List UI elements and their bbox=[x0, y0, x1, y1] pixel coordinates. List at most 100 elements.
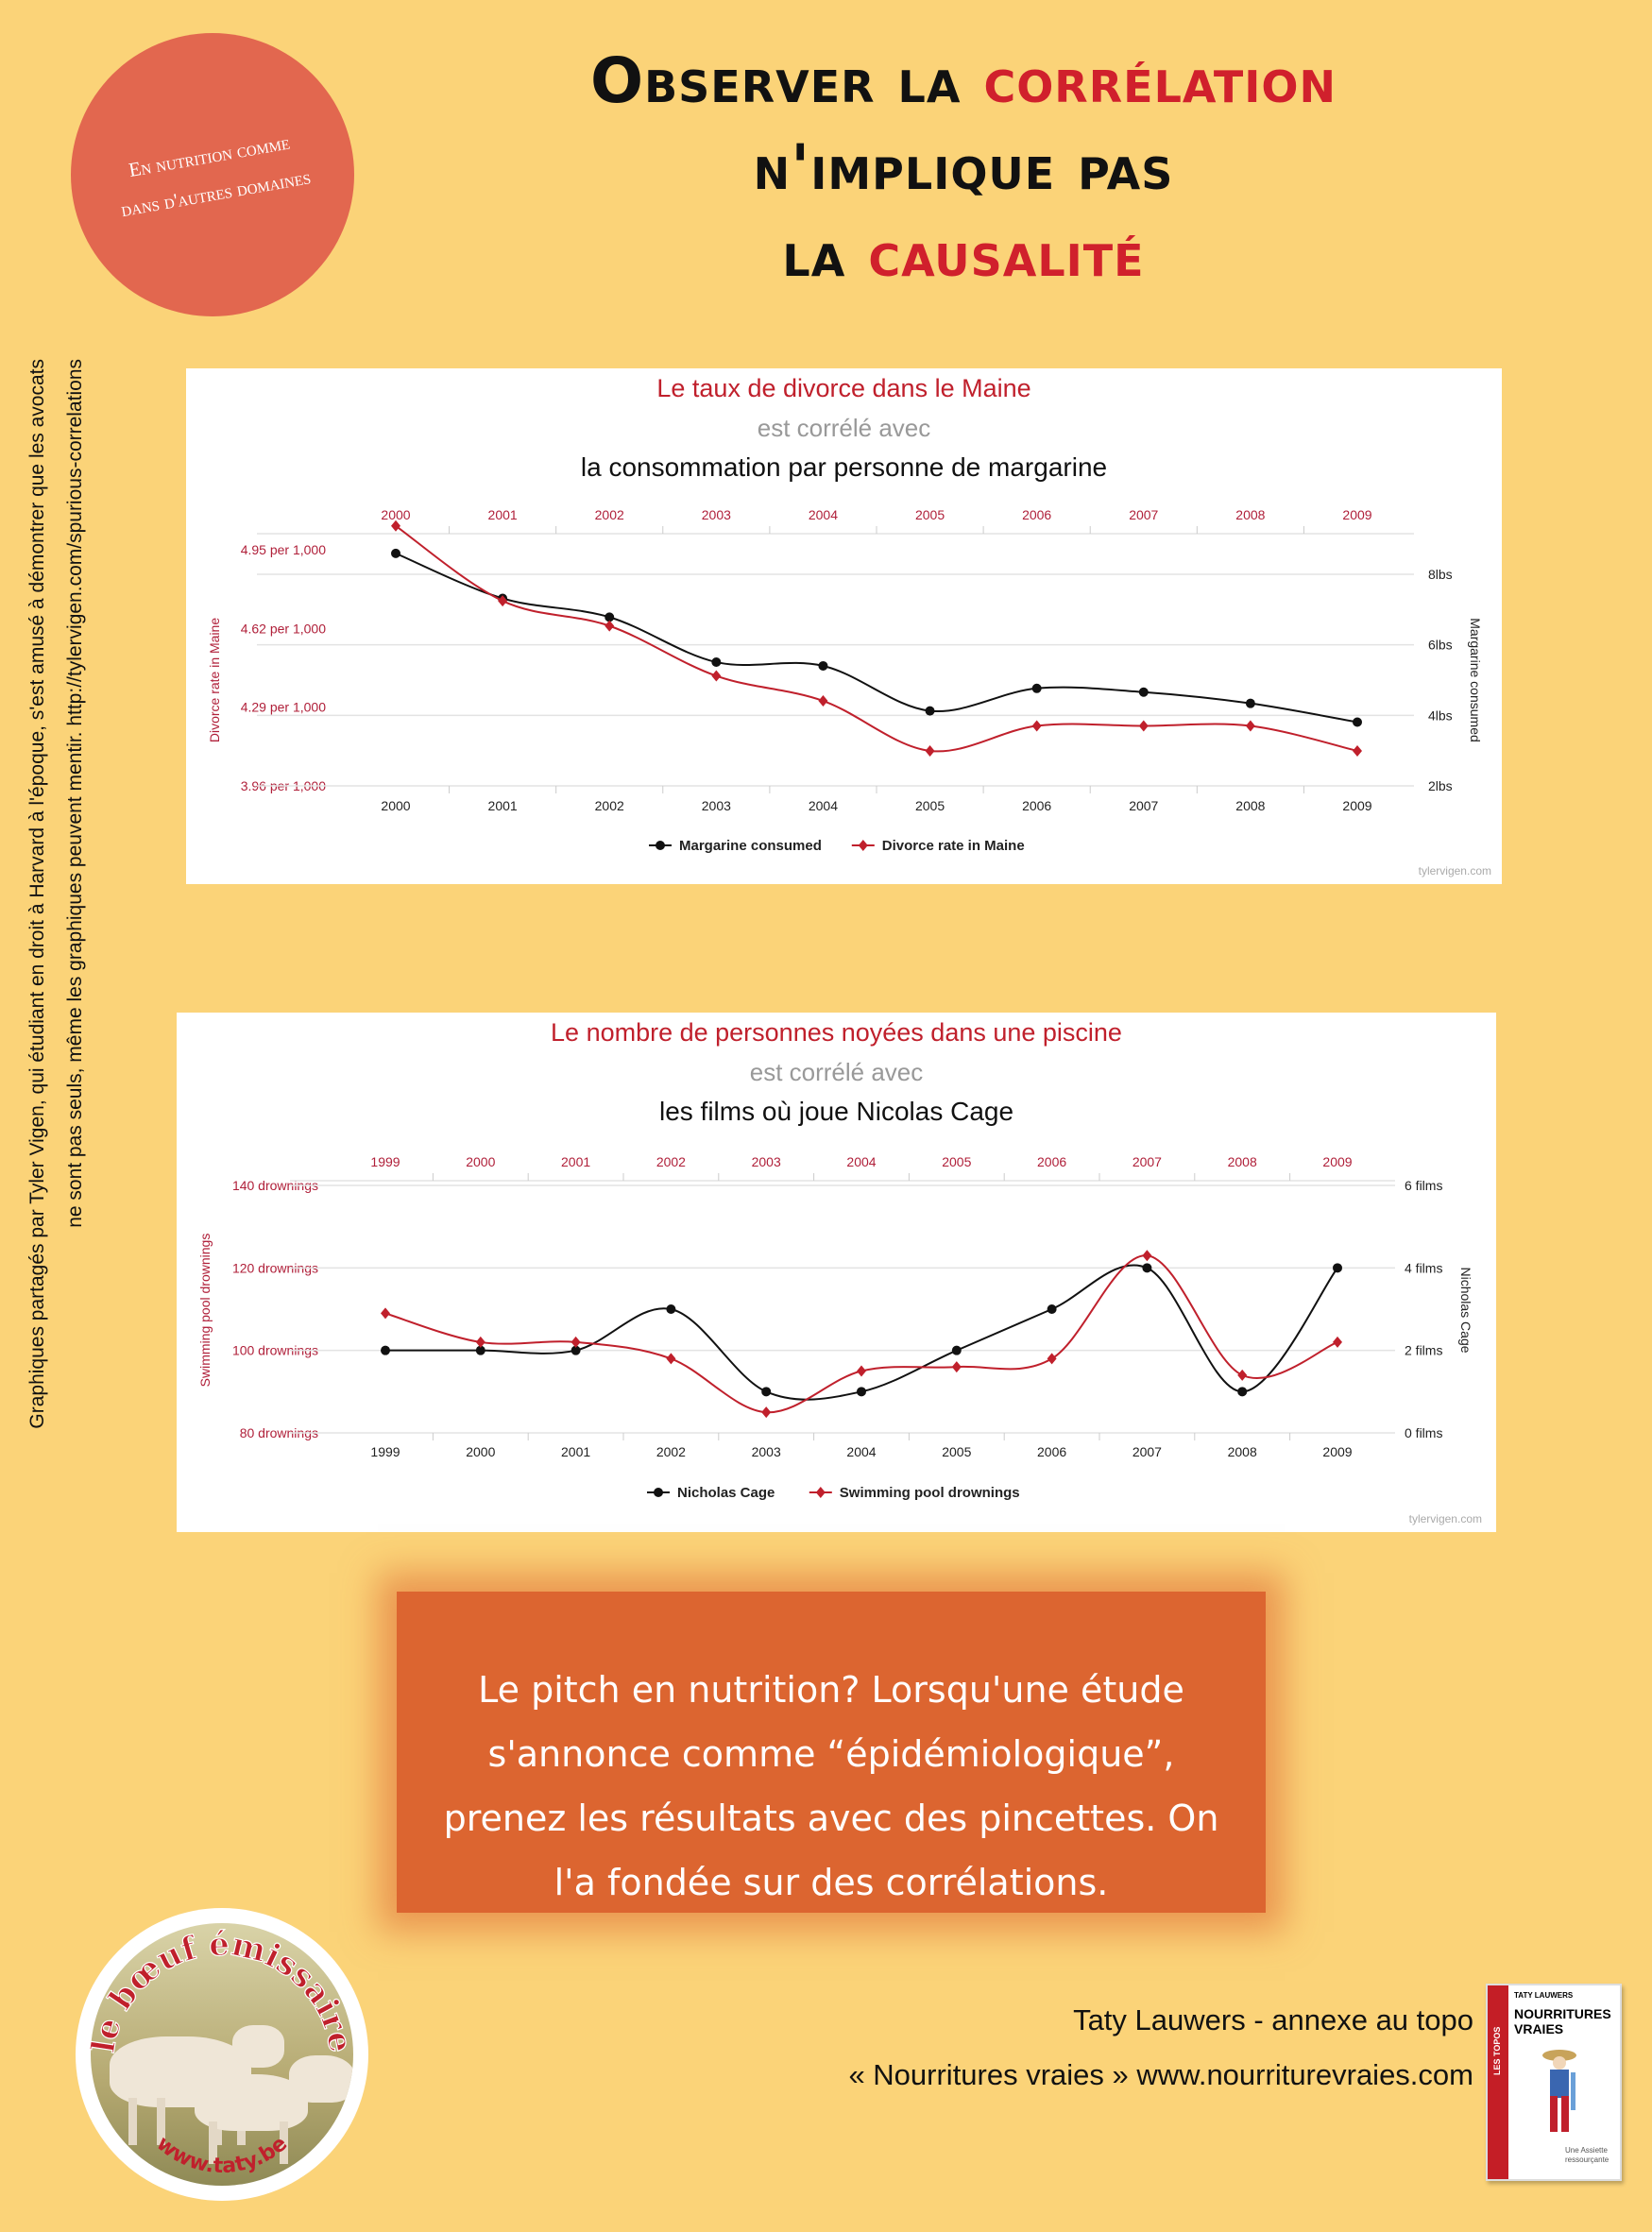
data-point bbox=[1031, 720, 1042, 732]
chart-divorce-margarine: Le taux de divorce dans le Maine est cor… bbox=[186, 368, 1502, 884]
chart1-plot: 4.95 per 1,000 4.62 per 1,000 4.29 per 1,0… bbox=[207, 507, 1491, 877]
legend-label: Divorce rate in Maine bbox=[882, 838, 1025, 854]
top-x-label: 2007 bbox=[1133, 1154, 1162, 1169]
data-point bbox=[711, 657, 722, 667]
data-point bbox=[666, 1304, 676, 1314]
badge-text: En nutrition comme dans d'autres domaine… bbox=[66, 113, 358, 237]
data-point bbox=[951, 1361, 962, 1373]
top-x-label: 2008 bbox=[1235, 507, 1265, 522]
data-point bbox=[666, 1353, 676, 1365]
svg-text:le bœuf émissaire: le bœuf émissaire bbox=[85, 1926, 360, 2055]
data-point bbox=[381, 1307, 390, 1320]
bottom-x-label: 2003 bbox=[702, 798, 731, 813]
legend-label: Swimming pool drownings bbox=[840, 1485, 1020, 1501]
footer-line-1: Taty Lauwers - annexe au topo bbox=[1073, 2003, 1473, 2036]
top-x-label: 1999 bbox=[370, 1154, 400, 1169]
book-spine: LES TOPOS bbox=[1488, 1985, 1508, 2179]
legend-label: Nicholas Cage bbox=[677, 1485, 775, 1501]
bottom-x-label: 2004 bbox=[846, 1444, 876, 1459]
left-axis-title: Swimming pool drownings bbox=[197, 1234, 213, 1388]
left-tick-label: 4.29 per 1,000 bbox=[241, 700, 327, 715]
data-point bbox=[605, 612, 615, 622]
right-tick-label: 4lbs bbox=[1428, 707, 1453, 723]
pitch-line-4: l'a fondée sur des corrélations. bbox=[554, 1862, 1109, 1903]
bottom-x-label: 2008 bbox=[1235, 798, 1265, 813]
bottom-x-label: 2003 bbox=[752, 1444, 781, 1459]
title-line-1: Observer la corrélation bbox=[359, 38, 1568, 125]
right-tick-label: 6 films bbox=[1405, 1178, 1442, 1193]
data-point bbox=[857, 1365, 866, 1377]
top-x-label: 2009 bbox=[1322, 1154, 1352, 1169]
top-x-label: 2002 bbox=[595, 507, 624, 522]
series-line bbox=[395, 552, 1358, 724]
data-point bbox=[1333, 1263, 1342, 1273]
data-point bbox=[475, 1336, 485, 1348]
data-point bbox=[1353, 744, 1362, 757]
bottom-x-label: 2001 bbox=[561, 1444, 590, 1459]
data-point bbox=[1245, 720, 1255, 732]
left-tick-label: 4.62 per 1,000 bbox=[241, 621, 327, 636]
data-point bbox=[1138, 720, 1149, 732]
data-point bbox=[475, 1345, 485, 1355]
bottom-x-label: 2009 bbox=[1322, 1444, 1352, 1459]
data-point bbox=[818, 660, 828, 671]
footer-line-2: « Nourritures vraies » www.nourriturevra… bbox=[848, 2058, 1473, 2091]
chart-drownings-cage: Le nombre de personnes noyées dans une p… bbox=[177, 1013, 1496, 1532]
bottom-x-label: 2000 bbox=[381, 798, 410, 813]
bottom-x-label: 2001 bbox=[488, 798, 518, 813]
right-tick-label: 2 films bbox=[1405, 1343, 1442, 1358]
data-point bbox=[1142, 1250, 1152, 1262]
bottom-x-label: 2007 bbox=[1133, 1444, 1162, 1459]
cow-photo bbox=[91, 1923, 353, 2186]
pitch-box: Le pitch en nutrition? Lorsqu'une étude … bbox=[397, 1592, 1266, 1913]
pitch-line-1: Le pitch en nutrition? Lorsqu'une étude bbox=[478, 1669, 1184, 1711]
boeuf-emissaire-logo: le bœuf émissaire www.taty.be bbox=[76, 1908, 368, 2201]
top-x-label: 2000 bbox=[466, 1154, 495, 1169]
chart2-header: Le nombre de personnes noyées dans une p… bbox=[177, 1013, 1496, 1132]
legend-swatch-marker bbox=[815, 1487, 826, 1498]
chart1-header-line-1: Le taux de divorce dans le Maine bbox=[656, 374, 1031, 402]
left-tick-label: 100 drownings bbox=[232, 1343, 318, 1358]
data-point bbox=[951, 1345, 962, 1355]
top-x-label: 2009 bbox=[1342, 507, 1371, 522]
legend-swatch-marker bbox=[858, 840, 868, 851]
chart2-plot: 140 drownings 120 drownings 100 drownings 8… bbox=[197, 1154, 1482, 1525]
bottom-x-label: 2006 bbox=[1022, 798, 1051, 813]
data-point bbox=[391, 520, 400, 532]
right-tick-label: 2lbs bbox=[1428, 778, 1453, 793]
left-tick-label: 80 drownings bbox=[240, 1425, 318, 1440]
logo-lettering: le bœuf émissaire www.taty.be bbox=[84, 1925, 360, 2178]
data-point bbox=[1138, 687, 1149, 697]
top-x-label: 2006 bbox=[1022, 507, 1051, 522]
bottom-x-label: 2002 bbox=[595, 798, 624, 813]
top-x-label: 2008 bbox=[1228, 1154, 1257, 1169]
watermark: tylervigen.com bbox=[1409, 1512, 1482, 1525]
top-x-label: 2006 bbox=[1037, 1154, 1066, 1169]
data-point bbox=[391, 548, 400, 558]
right-tick-label: 0 films bbox=[1405, 1425, 1442, 1440]
pitch-line-2: s'annonce comme “épidémiologique”, bbox=[487, 1733, 1175, 1775]
data-point bbox=[925, 744, 935, 757]
side-note: Graphiques partagés par Tyler Vigen, qui… bbox=[19, 359, 94, 1521]
title-line3-red: causalité bbox=[868, 218, 1145, 291]
data-point bbox=[1031, 683, 1042, 693]
title-line3-black: la bbox=[782, 218, 846, 291]
top-x-label: 2005 bbox=[915, 507, 945, 522]
data-point bbox=[1047, 1353, 1057, 1365]
title-line1-black: Observer la bbox=[589, 44, 962, 117]
title-line1-red: corrélation bbox=[983, 44, 1337, 117]
data-point bbox=[711, 670, 722, 682]
bottom-x-label: 2006 bbox=[1037, 1444, 1066, 1459]
series-line bbox=[385, 1264, 1338, 1401]
legend-swatch-marker bbox=[654, 1488, 663, 1497]
top-x-label: 2003 bbox=[702, 507, 731, 522]
bottom-x-label: 2008 bbox=[1228, 1444, 1257, 1459]
top-x-label: 2001 bbox=[561, 1154, 590, 1169]
right-tick-label: 6lbs bbox=[1428, 638, 1453, 653]
chart1-header-line-3: la consommation par personne de margarin… bbox=[580, 452, 1108, 482]
top-x-label: 2004 bbox=[809, 507, 838, 522]
data-point bbox=[1353, 717, 1362, 727]
chart2-header-line-3: les films où joue Nicolas Cage bbox=[658, 1097, 1014, 1126]
page-title: Observer la corrélation n'implique pas l… bbox=[359, 38, 1568, 298]
top-x-label: 2003 bbox=[752, 1154, 781, 1169]
